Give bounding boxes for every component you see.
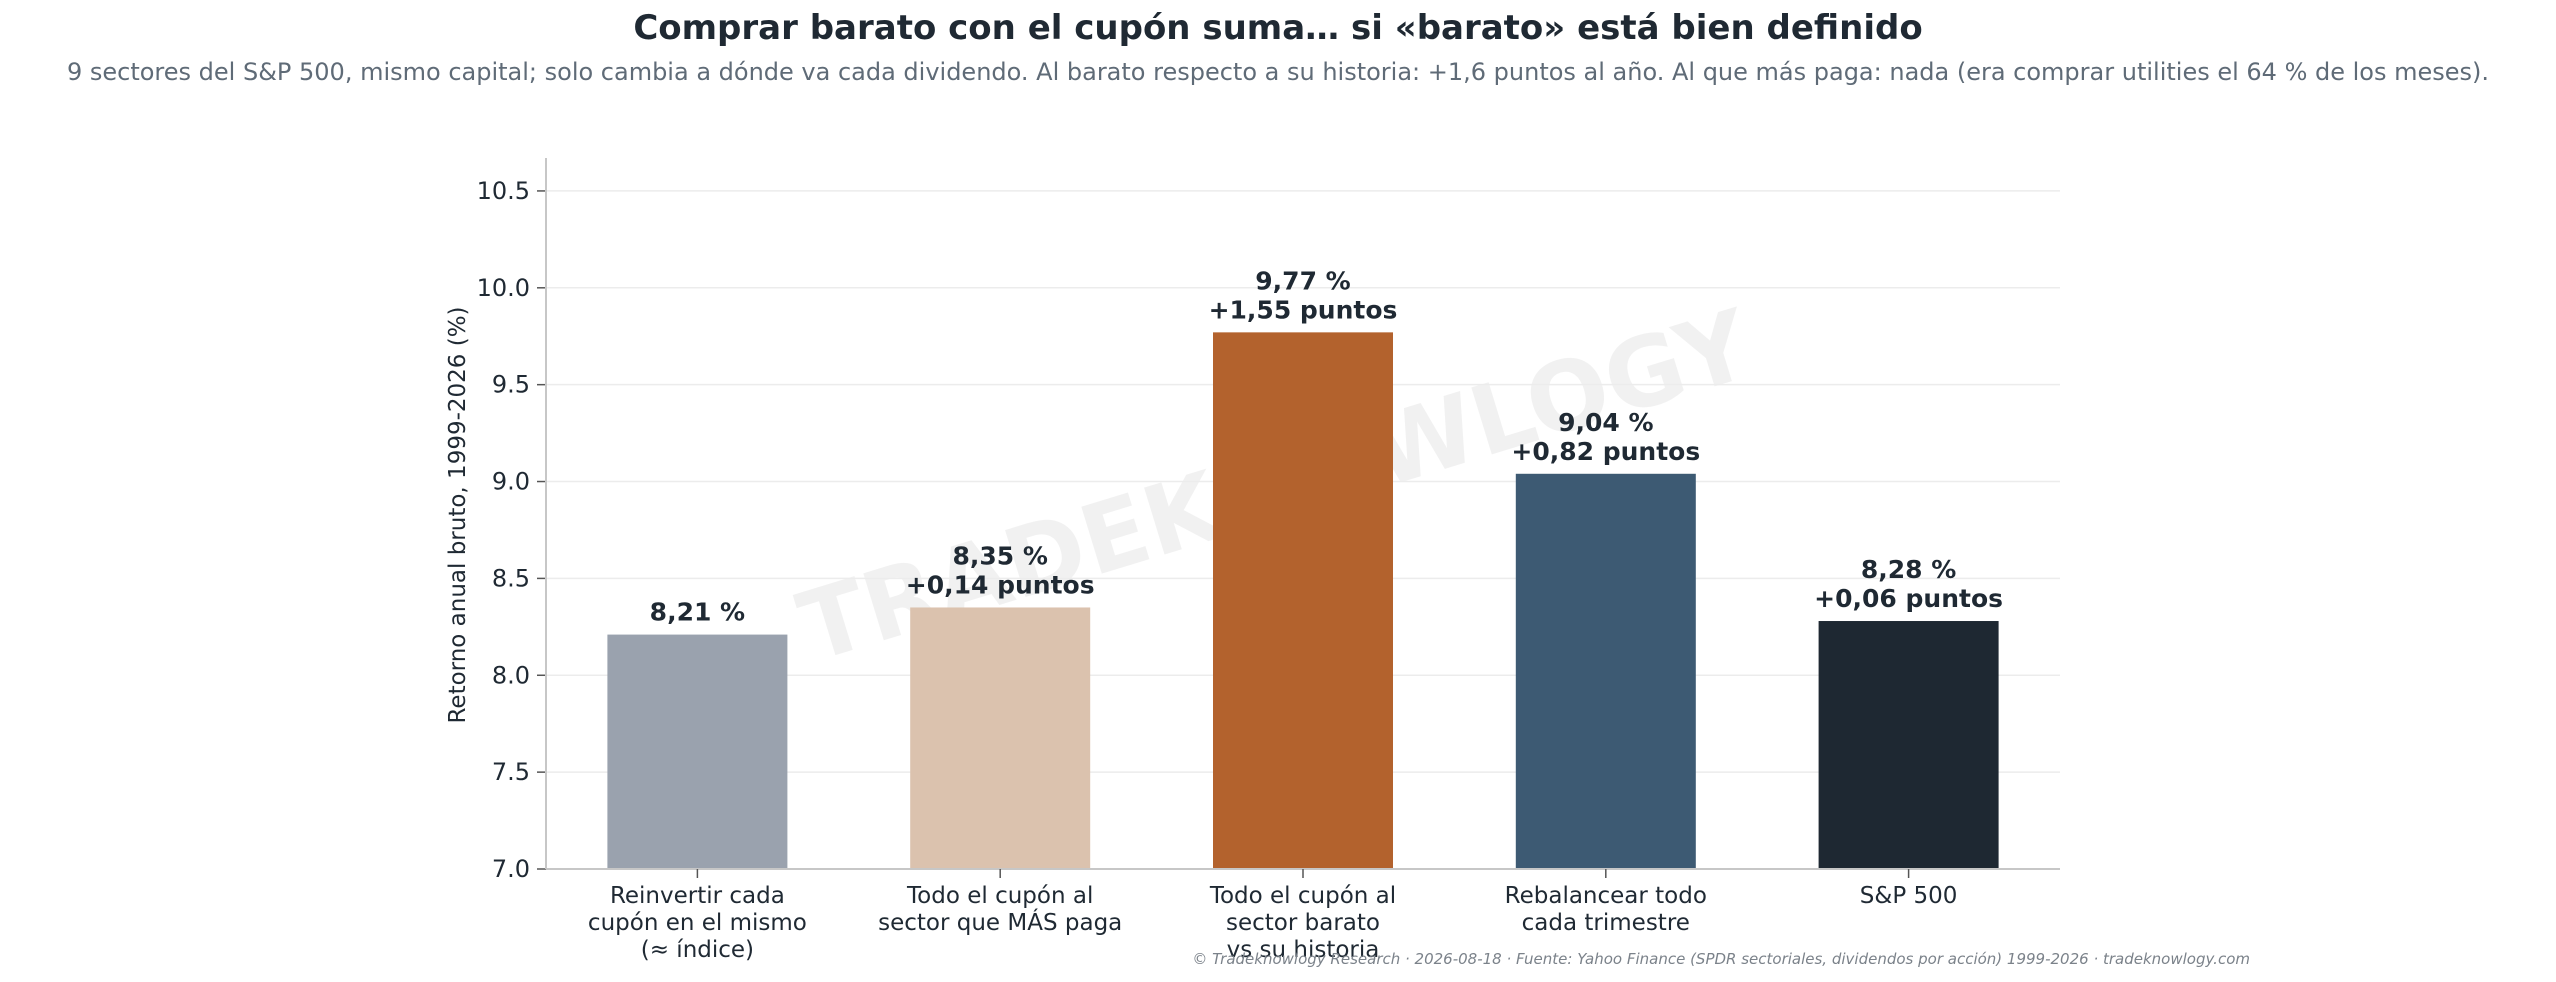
x-tick-label: cada trimestre [1522,910,1690,936]
footer-credit: © Tradeknowlogy Research · 2026-08-18 · … [1192,950,2250,968]
bar-value-label: 9,04 % [1558,408,1653,437]
chart-subtitle: 9 sectores del S&P 500, mismo capital; s… [66,58,2490,86]
y-tick-label: 8.5 [492,564,530,592]
y-tick-label: 10.0 [477,274,530,302]
bar-delta-label: +0,14 puntos [906,570,1095,599]
x-tick-label: Todo el cupón al [1209,883,1396,909]
x-tick-label: S&P 500 [1860,883,1958,909]
bar-value-label: 8,28 % [1861,555,1956,584]
x-tick-label: vs su historia [1227,937,1380,963]
bar [1515,473,1696,869]
y-axis-label: Retorno anual bruto, 1999-2026 (%) [445,306,471,723]
bar-delta-label: +0,82 puntos [1511,437,1700,466]
bars-layer: 8,21 % 8,35 %+0,14 puntos 9,77 %+1,55 punt… [607,266,2003,869]
y-tick-label: 10.5 [477,177,530,205]
y-tick-label: 8.0 [492,661,530,689]
y-tick-label: 7.0 [492,855,530,883]
bar [910,607,1091,869]
bar-delta-label: +1,55 puntos [1209,295,1398,324]
bar-value-label: 9,77 % [1255,266,1350,295]
bar-value-label: 8,21 % [650,598,745,627]
bar-value-label: 8,35 % [952,541,1047,570]
x-tick-label: Rebalancear todo [1505,883,1707,909]
x-tick-label: (≈ índice) [641,937,754,963]
x-tick-label: sector barato [1226,910,1380,936]
y-tick-label: 9.0 [492,468,530,496]
x-tick-label: Todo el cupón al [906,883,1093,909]
x-tick-label: cupón en el mismo [588,910,807,936]
bar [1213,332,1393,869]
x-tick-label: sector que MÁS paga [878,908,1122,936]
x-tick-label: Reinvertir cada [610,883,785,909]
chart-title: Comprar barato con el cupón suma… si «ba… [633,8,1923,48]
y-tick-label: 7.5 [492,758,530,786]
axes-layer: 7.0 7.5 8.0 8.5 9.0 9.5 10.0 10.5 Reinvertir cad… [477,158,2060,963]
bar-delta-label: +0,06 puntos [1814,584,2003,613]
bar [1818,621,1999,869]
y-tick-label: 9.5 [492,371,530,399]
bar [607,634,788,869]
